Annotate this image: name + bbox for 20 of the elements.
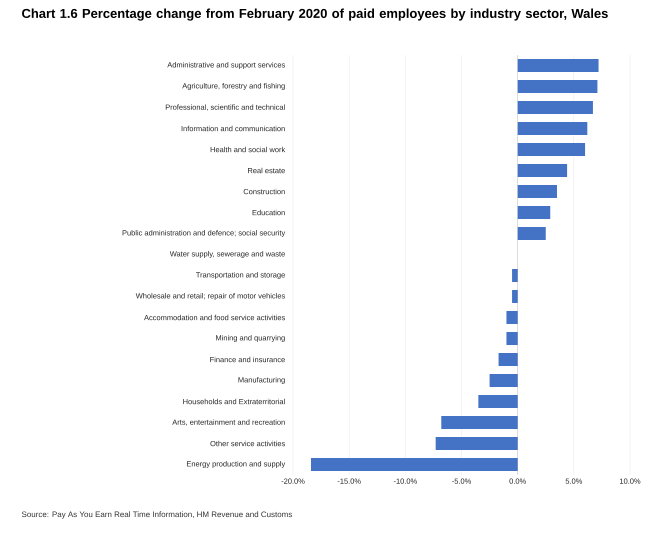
bar	[518, 226, 546, 240]
bar	[518, 80, 598, 93]
bar	[518, 58, 599, 72]
bar	[518, 142, 586, 156]
bar	[518, 164, 568, 177]
bar	[518, 122, 588, 135]
bar	[498, 352, 518, 366]
bar	[518, 184, 557, 198]
bar	[512, 290, 518, 303]
bar	[518, 100, 593, 114]
bar	[512, 268, 518, 282]
bar	[310, 458, 518, 471]
bar	[506, 310, 518, 324]
bar	[490, 374, 518, 387]
bar	[478, 394, 518, 408]
chart-title: Chart 1.6 Percentage change from February 2020 of paid employees by industry sector, Wales	[22, 8, 608, 21]
bar	[436, 436, 518, 450]
bar	[518, 206, 550, 219]
bar	[506, 332, 518, 345]
bar	[441, 416, 518, 429]
